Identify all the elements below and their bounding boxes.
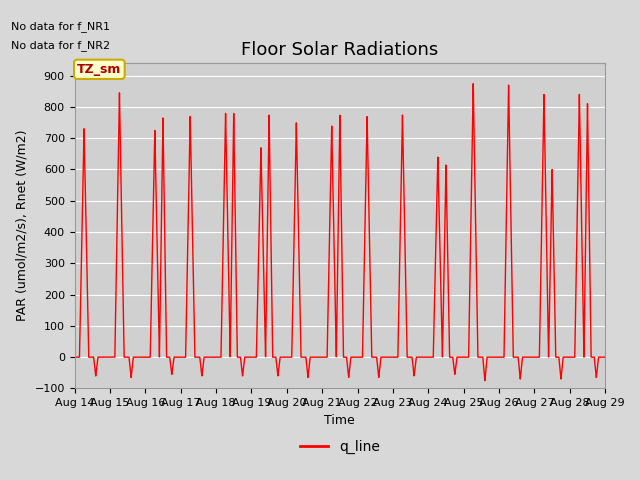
- Text: TZ_sm: TZ_sm: [77, 63, 122, 76]
- Title: Floor Solar Radiations: Floor Solar Radiations: [241, 41, 438, 59]
- X-axis label: Time: Time: [324, 414, 355, 427]
- Text: No data for f_NR2: No data for f_NR2: [11, 40, 110, 51]
- Text: No data for f_NR1: No data for f_NR1: [11, 21, 110, 32]
- Legend: q_line: q_line: [294, 434, 385, 460]
- Y-axis label: PAR (umol/m2/s), Rnet (W/m2): PAR (umol/m2/s), Rnet (W/m2): [16, 130, 29, 322]
